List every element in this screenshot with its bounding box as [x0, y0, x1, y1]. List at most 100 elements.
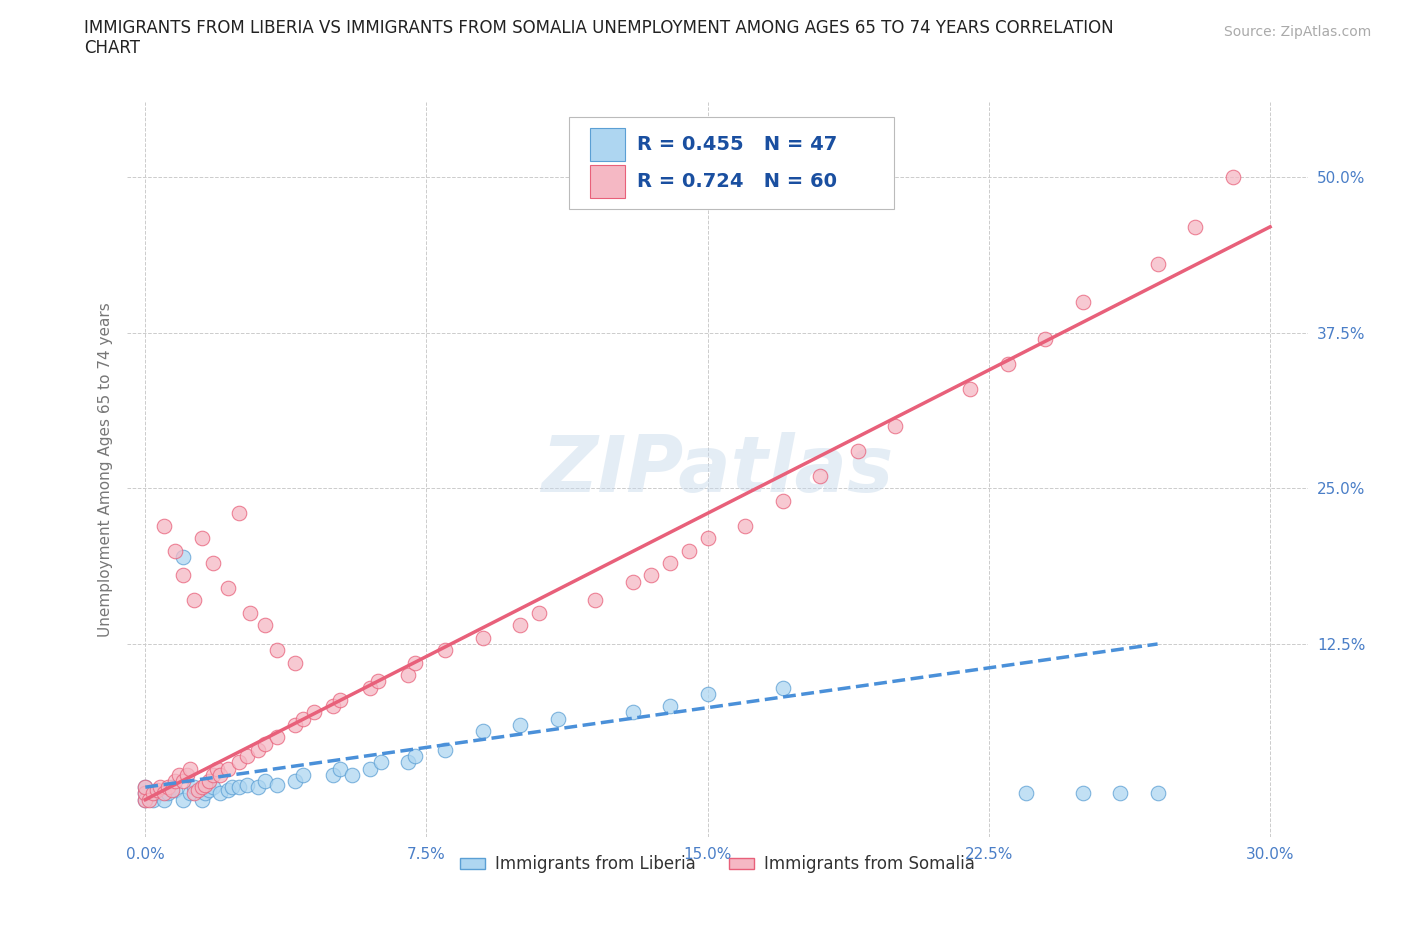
Text: IMMIGRANTS FROM LIBERIA VS IMMIGRANTS FROM SOMALIA UNEMPLOYMENT AMONG AGES 65 TO: IMMIGRANTS FROM LIBERIA VS IMMIGRANTS FR…	[84, 19, 1114, 36]
Point	[404, 749, 426, 764]
Point	[228, 779, 250, 794]
Point	[235, 777, 257, 792]
Point	[134, 786, 156, 801]
Point	[187, 782, 209, 797]
Point	[134, 779, 156, 794]
Point	[322, 767, 344, 782]
Point	[284, 774, 307, 789]
Point	[165, 543, 187, 558]
Point	[396, 755, 419, 770]
Point	[772, 680, 794, 695]
Point	[183, 786, 205, 801]
Point	[696, 531, 718, 546]
Point	[359, 680, 381, 695]
Point	[266, 730, 288, 745]
Text: R = 0.724   N = 60: R = 0.724 N = 60	[637, 172, 837, 192]
Point	[1184, 219, 1206, 234]
Point	[221, 779, 243, 794]
Point	[734, 518, 756, 533]
Point	[329, 693, 352, 708]
Point	[160, 779, 183, 794]
Point	[359, 761, 381, 776]
Point	[246, 779, 269, 794]
Point	[322, 698, 344, 713]
Point	[1015, 786, 1038, 801]
Point	[621, 575, 644, 590]
Point	[149, 786, 172, 801]
Point	[340, 767, 363, 782]
Point	[165, 774, 187, 789]
Point	[217, 580, 239, 595]
Point	[846, 444, 869, 458]
Point	[471, 631, 494, 645]
Point	[640, 568, 662, 583]
Point	[228, 506, 250, 521]
Point	[329, 761, 352, 776]
Point	[1071, 786, 1094, 801]
Point	[659, 555, 682, 570]
Point	[201, 767, 224, 782]
Point	[153, 786, 176, 801]
Point	[367, 674, 389, 689]
Point	[149, 779, 172, 794]
Text: Source: ZipAtlas.com: Source: ZipAtlas.com	[1223, 25, 1371, 39]
Point	[527, 605, 550, 620]
Point	[254, 737, 277, 751]
Point	[156, 779, 179, 794]
Point	[1222, 169, 1244, 184]
Point	[205, 761, 228, 776]
Point	[302, 705, 325, 720]
Point	[1146, 786, 1168, 801]
Point	[153, 518, 176, 533]
Point	[509, 717, 531, 732]
Point	[471, 724, 494, 738]
Point	[228, 755, 250, 770]
Point	[172, 774, 194, 789]
Point	[772, 493, 794, 508]
Point	[201, 555, 224, 570]
Point	[165, 782, 187, 797]
Point	[959, 381, 981, 396]
Point	[134, 786, 156, 801]
Point	[172, 792, 194, 807]
Point	[434, 742, 457, 757]
Point	[678, 543, 700, 558]
Point	[198, 774, 221, 789]
Point	[235, 749, 257, 764]
Text: ZIPatlas: ZIPatlas	[541, 432, 893, 508]
Point	[179, 761, 201, 776]
Point	[145, 782, 167, 797]
Point	[547, 711, 569, 726]
Point	[201, 779, 224, 794]
Point	[194, 786, 217, 801]
Point	[696, 686, 718, 701]
Point	[239, 605, 262, 620]
Point	[291, 767, 314, 782]
Point	[172, 568, 194, 583]
Point	[284, 717, 307, 732]
Y-axis label: Unemployment Among Ages 65 to 74 years: Unemployment Among Ages 65 to 74 years	[97, 302, 112, 637]
Point	[1071, 294, 1094, 309]
Point	[134, 792, 156, 807]
Point	[190, 792, 212, 807]
Point	[156, 786, 179, 801]
Point	[266, 777, 288, 792]
Point	[138, 792, 160, 807]
Point	[172, 550, 194, 565]
Point	[1109, 786, 1132, 801]
Point	[142, 786, 165, 801]
Point	[396, 668, 419, 683]
Point	[621, 705, 644, 720]
Point	[145, 786, 167, 801]
Legend: Immigrants from Liberia, Immigrants from Somalia: Immigrants from Liberia, Immigrants from…	[453, 849, 981, 880]
Point	[209, 786, 232, 801]
Point	[997, 356, 1019, 371]
Point	[167, 767, 190, 782]
Point	[217, 782, 239, 797]
Point	[194, 777, 217, 792]
Point	[659, 698, 682, 713]
Point	[176, 767, 198, 782]
Point	[254, 774, 277, 789]
Point	[434, 643, 457, 658]
Point	[1033, 331, 1056, 346]
